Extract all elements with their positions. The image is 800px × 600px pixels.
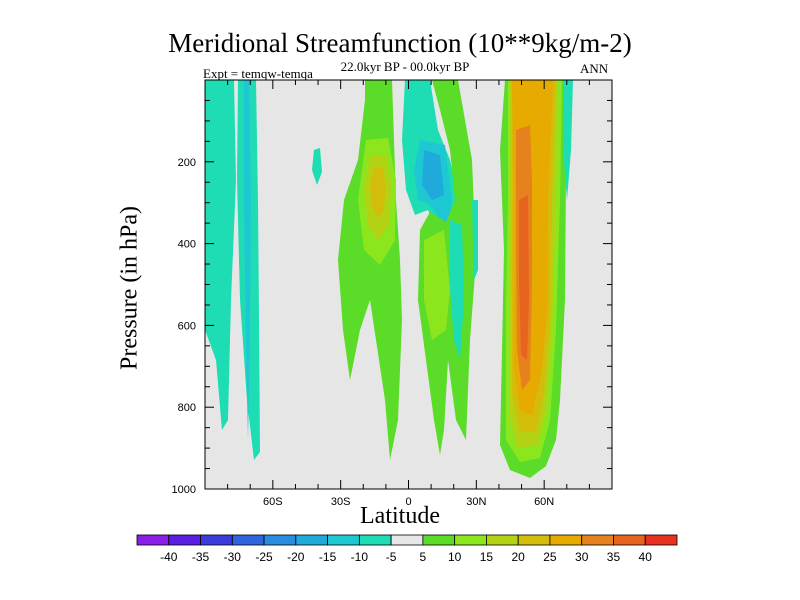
colorbar-label: -10 [351,550,369,564]
colorbar-swatch [200,534,233,546]
x-axis-label: Latitude [360,503,440,529]
colorbar-swatch [486,534,519,546]
colorbar-label: 25 [543,550,557,564]
x-tick-label: 30N [466,496,486,508]
x-tick-label: 60N [534,496,554,508]
colorbar-label: -25 [255,550,273,564]
season-label: ANN [580,61,609,76]
colorbar: -40 -35 -30 -25 -20 -15 -10 -5 5 10 15 20 25 30 35 40 [136,534,678,564]
colorbar-swatch [613,534,646,546]
colorbar-label: -30 [224,550,242,564]
colorbar-swatch [136,534,170,546]
colorbar-swatch [327,534,360,546]
y-tick-label: 200 [178,157,196,169]
x-axis: 60S 30S 0 30N 60N [227,80,590,508]
colorbar-swatch [644,534,678,546]
colorbar-label: 40 [639,550,653,564]
colorbar-swatch [581,534,614,546]
colorbar-swatch [390,534,424,546]
contour-fills [205,80,573,478]
colorbar-label: 5 [420,550,427,564]
colorbar-swatch [549,534,583,546]
x-tick-label: 60S [263,496,283,508]
y-tick-label: 1000 [172,484,196,496]
colorbar-swatch [517,534,551,546]
y-tick-label: 600 [178,320,196,332]
contour-sh-negative-stripe-1 [205,80,236,430]
colorbar-label: -15 [319,550,337,564]
contour-tropical-negative-lower-2 [472,200,478,280]
colorbar-label: 35 [607,550,621,564]
chart-title: Meridional Streamfunction (10**9kg/m-2) [168,28,632,58]
x-tick-label: 30S [331,496,351,508]
colorbar-swatch [358,534,392,546]
contour-tropical-positive-core [424,230,450,340]
y-tick-label: 400 [178,239,196,251]
x-tick-label: 0 [405,496,411,508]
y-tick-label: 800 [178,402,196,414]
contour-sh-upper-core-3 [370,168,386,218]
colorbar-swatch [168,534,201,546]
colorbar-swatch [231,534,265,546]
colorbar-label: 20 [511,550,525,564]
contour-nh-cell-level-35 [519,195,529,360]
colorbar-swatch [422,534,456,546]
y-axis-label: Pressure (in hPa) [116,206,143,370]
contour-nh-high-lat-sliver [563,80,573,200]
contour-sh-speck [312,148,322,185]
colorbar-swatch [263,534,297,546]
contour-tropical-negative-core-2 [422,150,444,200]
colorbar-label: 15 [480,550,494,564]
colorbar-swatch [295,534,328,546]
contour-tropical-negative-lower-1 [450,220,464,360]
colorbar-label: -20 [287,550,305,564]
colorbar-swatch [454,534,487,546]
y-axis: 200 400 600 800 1000 [172,99,612,496]
colorbar-label: 30 [575,550,589,564]
chart-subtitle: 22.0kyr BP - 00.0kyr BP [340,59,470,74]
colorbar-label: -5 [386,550,397,564]
experiment-label: Expt = temqw-temqa [203,66,313,81]
colorbar-label: -35 [192,550,210,564]
contour-sh-negative-stripe-3 [244,80,251,440]
colorbar-label: -40 [160,550,178,564]
colorbar-label: 10 [448,550,462,564]
